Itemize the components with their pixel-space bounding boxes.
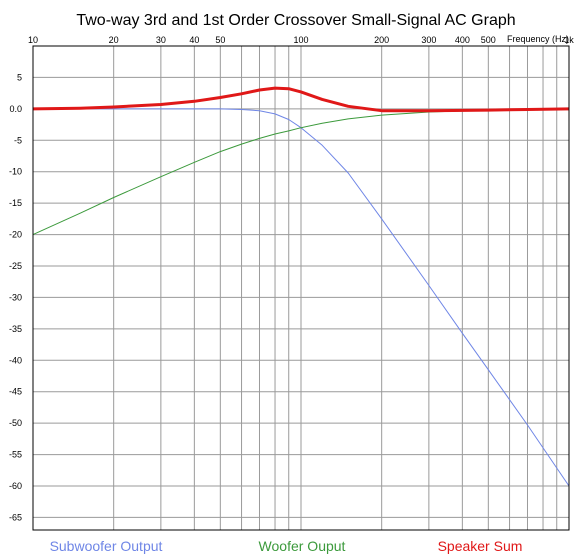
x-tick-label: 30 (156, 35, 166, 45)
grid-lines (33, 46, 569, 530)
x-tick-label: 400 (455, 35, 470, 45)
series-line-subwoofer-output (33, 108, 570, 487)
y-tick-label: -35 (9, 324, 22, 334)
x-tick-label: 10 (28, 35, 38, 45)
x-tick-label: 300 (421, 35, 436, 45)
plot-frame (32, 45, 570, 531)
tick-labels: 10 20 30 40 50 100 200 300 400 500 1k 5 0.0 -5 -10 -15 -… (9, 35, 574, 522)
y-tick-label: -20 (9, 230, 22, 240)
y-tick-label: -10 (9, 167, 22, 177)
x-tick-label: 100 (293, 35, 308, 45)
y-tick-label: -45 (9, 387, 22, 397)
x-axis-label: Frequency (Hz) (507, 34, 569, 44)
y-tick-label: -50 (9, 418, 22, 428)
y-tick-label: -25 (9, 261, 22, 271)
x-tick-label: 200 (374, 35, 389, 45)
y-tick-label: -30 (9, 292, 22, 302)
legend: Subwoofer Output Woofer Ouput Speaker Sum (50, 538, 523, 554)
y-tick-label: 0.0 (9, 104, 22, 114)
series-lines (32, 86, 570, 487)
x-tick-label: 1k (564, 35, 574, 45)
y-tick-label: 5 (17, 72, 22, 82)
chart-title: Two-way 3rd and 1st Order Crossover Smal… (76, 12, 515, 29)
legend-entry: Subwoofer Output (50, 538, 163, 554)
y-tick-label: -65 (9, 512, 22, 522)
series-line-speaker-sum (32, 86, 570, 113)
legend-entry: Woofer Ouput (259, 538, 346, 554)
y-tick-label: -40 (9, 355, 22, 365)
x-tick-label: 40 (189, 35, 199, 45)
y-tick-label: -15 (9, 198, 22, 208)
y-tick-label: -60 (9, 481, 22, 491)
y-tick-label: -55 (9, 450, 22, 460)
x-tick-label: 50 (215, 35, 225, 45)
legend-entry: Speaker Sum (438, 538, 523, 554)
y-tick-label: -5 (14, 135, 22, 145)
x-tick-label: 20 (109, 35, 119, 45)
x-tick-label: 500 (481, 35, 496, 45)
